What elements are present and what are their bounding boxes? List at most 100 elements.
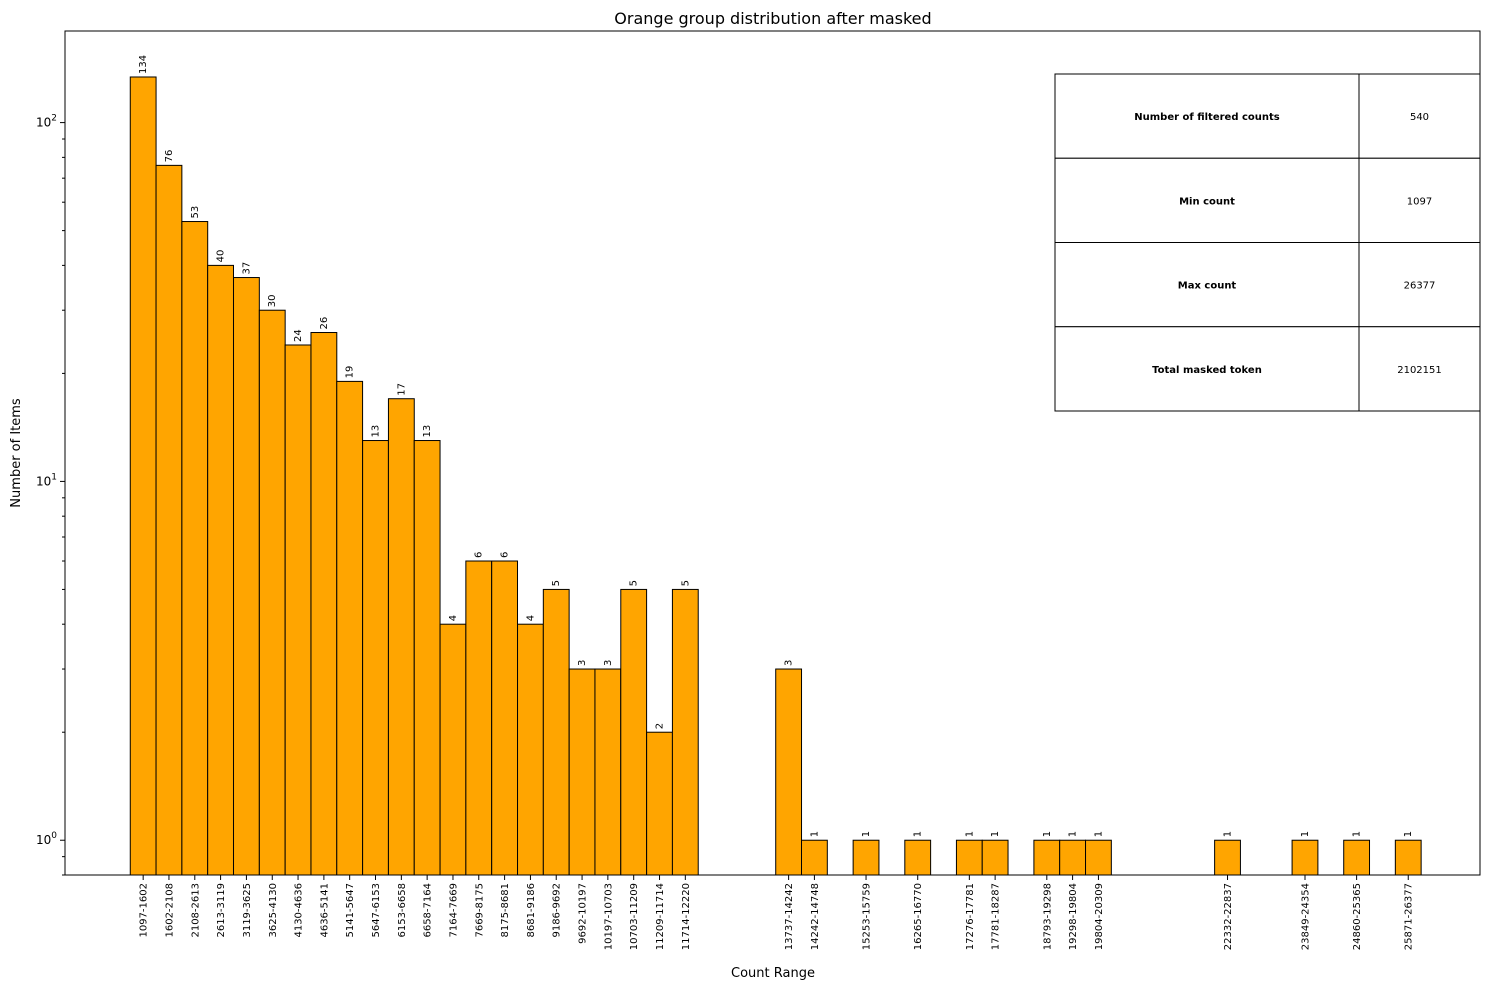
- x-tick-label: 3625-4130: [268, 883, 279, 938]
- x-tick-label: 23849-24354: [1300, 883, 1311, 950]
- bar: [1085, 839, 1112, 876]
- bar: [181, 221, 209, 876]
- table-value: 540: [1410, 112, 1429, 123]
- bar: [155, 164, 183, 876]
- table-value-cell: [1358, 326, 1481, 412]
- bar-value-label: 3: [603, 660, 614, 666]
- bar: [801, 839, 828, 876]
- bar: [387, 398, 415, 876]
- bar-value-label: 1: [809, 831, 820, 837]
- bar-value-label: 1: [990, 831, 1001, 837]
- bar-value-label: 13: [371, 425, 382, 438]
- bar: [594, 668, 622, 876]
- x-tick-label: 13737-14242: [784, 883, 795, 950]
- bar-value-label: 1: [913, 831, 924, 837]
- bar: [904, 839, 932, 876]
- bar-value-label: 6: [500, 552, 511, 558]
- bar: [542, 588, 570, 876]
- x-tick-label: 18793-19298: [1042, 883, 1053, 950]
- bar: [439, 623, 467, 876]
- x-tick-label: 1602-2108: [164, 883, 175, 938]
- table-value: 2102151: [1397, 365, 1442, 376]
- bar: [465, 560, 493, 876]
- y-axis-label: Number of Items: [9, 398, 24, 508]
- x-tick-label: 7164-7669: [448, 883, 459, 938]
- bar: [1343, 839, 1371, 876]
- x-tick-label: 19298-19804: [1068, 883, 1079, 950]
- table-key: Number of filtered counts: [1134, 112, 1280, 123]
- bar: [775, 668, 803, 876]
- x-tick-label: 8681-9186: [526, 883, 537, 938]
- bar: [852, 839, 880, 876]
- bar: [568, 668, 596, 876]
- x-tick-label: 22332-22837: [1223, 883, 1234, 950]
- x-tick-label: 5141-5647: [345, 883, 356, 938]
- bar: [1214, 839, 1241, 876]
- bar-value-label: 2: [655, 723, 666, 729]
- x-tick-label: 1097-1602: [139, 883, 150, 938]
- bar: [491, 560, 519, 876]
- bar: [336, 380, 364, 876]
- x-tick-label: 8175-8681: [500, 883, 511, 938]
- bar: [955, 839, 983, 876]
- bar-value-label: 40: [216, 250, 227, 263]
- y-tick-label: 100: [36, 831, 57, 847]
- bar-value-label: 1: [1403, 831, 1414, 837]
- bar: [129, 76, 157, 876]
- x-tick-label: 10197-10703: [603, 883, 614, 950]
- bar-value-label: 37: [241, 262, 252, 275]
- bar-value-label: 134: [138, 55, 149, 74]
- bar-value-label: 17: [396, 383, 407, 396]
- bar-value-label: 53: [190, 206, 201, 219]
- bar-value-label: 5: [629, 580, 640, 586]
- bar: [310, 332, 338, 876]
- x-tick-label: 10703-11209: [629, 883, 640, 950]
- bar-value-label: 5: [680, 580, 691, 586]
- x-tick-label: 17781-18287: [991, 883, 1002, 950]
- table-key: Max count: [1178, 281, 1237, 292]
- bar-value-label: 3: [784, 660, 795, 666]
- table-key: Min count: [1179, 196, 1235, 207]
- bar-value-label: 1: [1223, 831, 1234, 837]
- x-tick-label: 2613-3119: [216, 883, 227, 938]
- bar: [646, 731, 673, 876]
- x-axis: 1097-1602 1602-2108 2108-2613 2613-3119 3119…: [139, 875, 1415, 950]
- x-tick-label: 11209-11714: [655, 883, 666, 950]
- table-value-cell: [1358, 157, 1481, 243]
- bar-value-label: 26: [319, 317, 330, 330]
- bar: [671, 588, 699, 876]
- bar-value-label: 24: [293, 329, 304, 342]
- bar: [1394, 839, 1422, 876]
- x-tick-label: 16265-16770: [913, 883, 924, 950]
- bar: [207, 264, 234, 876]
- bar-value-label: 3: [577, 660, 588, 666]
- bar: [258, 309, 286, 876]
- x-axis-label: Count Range: [731, 966, 815, 981]
- x-tick-label: 6658-7164: [423, 883, 434, 938]
- bar: [517, 623, 544, 876]
- table-value: 1097: [1407, 196, 1432, 207]
- x-tick-label: 3119-3625: [242, 883, 253, 938]
- bar: [1059, 839, 1087, 876]
- bar-value-label: 1: [1068, 831, 1079, 837]
- bar-value-label: 1: [1093, 831, 1104, 837]
- table-value-cell: [1358, 242, 1481, 328]
- bar-value-label: 19: [345, 366, 356, 379]
- x-tick-label: 6153-6658: [397, 883, 408, 938]
- table-key: Total masked token: [1152, 365, 1262, 376]
- bar: [362, 440, 389, 876]
- y-axis: 100 101 102: [36, 114, 65, 876]
- x-tick-label: 19804-20309: [1094, 883, 1105, 950]
- bar-value-label: 4: [525, 615, 536, 621]
- summary-table: Number of filtered counts 540 Min count 109…: [1054, 73, 1481, 412]
- y-tick-label: 102: [36, 114, 57, 130]
- table-key-cell: [1054, 73, 1360, 159]
- x-tick-label: 25871-26377: [1404, 883, 1415, 950]
- bar: [981, 839, 1009, 876]
- x-tick-label: 5647-6153: [371, 883, 382, 938]
- x-tick-label: 7669-8175: [474, 883, 485, 938]
- bar-value-label: 76: [164, 150, 175, 163]
- x-tick-label: 9186-9692: [552, 883, 563, 938]
